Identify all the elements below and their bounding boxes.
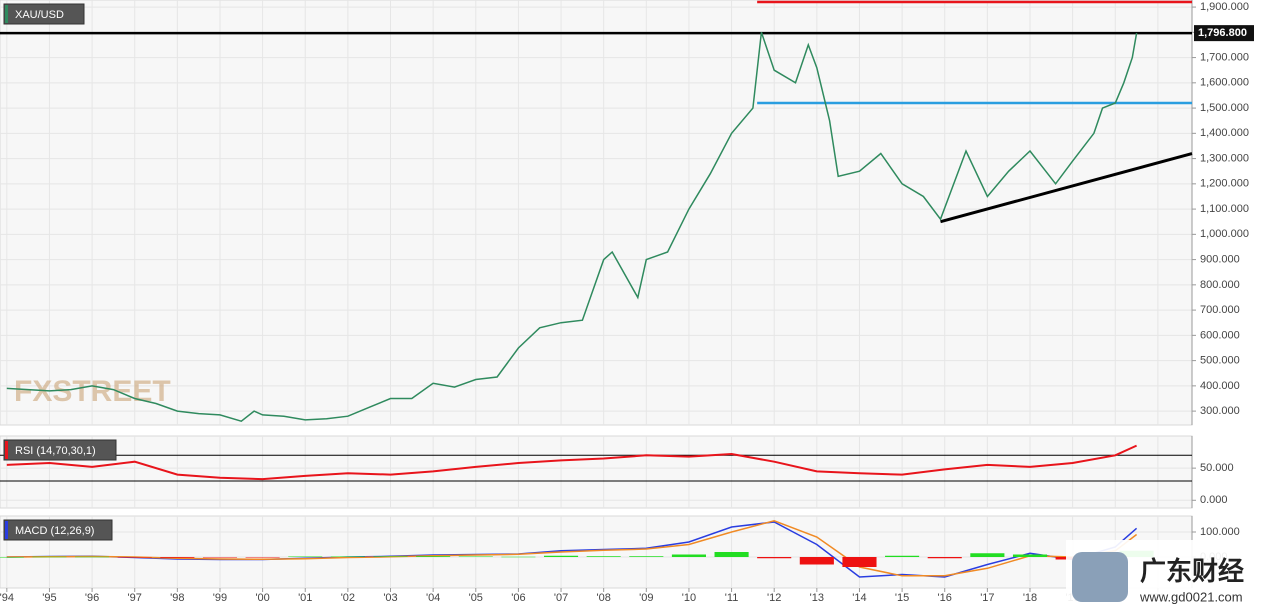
price-label-box	[1194, 25, 1254, 42]
panel-background	[0, 435, 1193, 509]
histogram-bar	[757, 557, 792, 559]
histogram-bar	[885, 555, 920, 557]
logo-url: www.gd0021.com	[1139, 589, 1243, 604]
y-tick-label: 1,600.000	[1200, 77, 1249, 89]
x-tick-label: '00	[255, 592, 269, 604]
histogram-bar	[586, 556, 621, 557]
histogram-bar	[842, 557, 877, 567]
histogram-bar	[373, 556, 408, 557]
logo-name: 广东财经	[1140, 556, 1244, 586]
x-tick-label: '02	[341, 592, 355, 604]
histogram-bar	[288, 556, 323, 557]
y-tick-label: 1,000.000	[1200, 228, 1249, 240]
histogram-bar	[0, 557, 24, 558]
histogram-bar	[245, 557, 280, 558]
y-tick-label: 1,500.000	[1200, 102, 1249, 114]
y-tick-label: 1,400.000	[1200, 127, 1249, 139]
y-tick-label: 100.000	[1200, 526, 1240, 538]
histogram-bar	[458, 556, 493, 557]
logo-icon	[1072, 552, 1128, 602]
x-tick-label: '01	[298, 592, 312, 604]
y-tick-label: 50.000	[1200, 462, 1234, 474]
panel-background	[0, 0, 1193, 426]
y-tick-label: 900.000	[1200, 254, 1240, 266]
x-tick-label: '05	[469, 592, 483, 604]
histogram-bar	[416, 556, 451, 557]
histogram-bar	[714, 552, 749, 557]
x-tick-label: '07	[554, 592, 568, 604]
y-tick-label: 400.000	[1200, 380, 1240, 392]
x-tick-label: '08	[597, 592, 611, 604]
series-line	[6, 444, 1138, 481]
y-tick-label: 500.000	[1200, 355, 1240, 367]
panel-title: XAU/USD	[15, 9, 64, 21]
y-tick-label: 800.000	[1200, 279, 1240, 291]
x-tick-label: '18	[1023, 592, 1037, 604]
y-tick-label: 700.000	[1200, 304, 1240, 316]
x-tick-label: '10	[682, 592, 696, 604]
x-tick-label: '09	[639, 592, 653, 604]
histogram-bar	[671, 554, 706, 557]
title-box	[3, 439, 117, 461]
x-tick-label: '14	[852, 592, 866, 604]
y-tick-label: 1,700.000	[1200, 51, 1249, 63]
x-tick-label: '16	[938, 592, 952, 604]
x-tick-label: '06	[511, 592, 525, 604]
y-tick-label: 1,900.000	[1200, 1, 1249, 13]
title-accent	[5, 441, 8, 459]
y-tick-label: 1,200.000	[1200, 178, 1249, 190]
histogram-bar	[629, 556, 664, 557]
panel-title: RSI (14,70,30,1)	[15, 445, 96, 457]
y-tick-label: 1,100.000	[1200, 203, 1249, 215]
x-tick-label: '95	[42, 592, 56, 604]
histogram-bar	[75, 556, 110, 558]
title-box	[3, 3, 85, 25]
y-tick-label: 300.000	[1200, 405, 1240, 417]
y-tick-label: 600.000	[1200, 329, 1240, 341]
x-tick-label: '99	[213, 592, 227, 604]
title-box	[3, 519, 113, 541]
title-accent	[5, 521, 8, 539]
x-tick-label: '12	[767, 592, 781, 604]
trend-line	[940, 152, 1193, 224]
histogram-bar	[1012, 554, 1048, 557]
x-tick-label: '03	[383, 592, 397, 604]
histogram-bar	[970, 553, 1005, 557]
histogram-bar	[202, 557, 238, 558]
y-tick-label: 0.000	[1200, 494, 1228, 506]
histogram-bar	[799, 557, 834, 565]
histogram-bar	[543, 555, 579, 557]
histogram-bar	[32, 556, 67, 558]
series-line	[6, 520, 1138, 577]
y-tick-label: 1,300.000	[1200, 152, 1249, 164]
price-label: 1,796.800	[1198, 27, 1247, 39]
histogram-bar	[501, 556, 536, 558]
histogram-bar	[117, 557, 152, 558]
x-tick-label: '94	[0, 592, 14, 604]
histogram-bar	[927, 557, 962, 559]
x-tick-label: '17	[980, 592, 994, 604]
watermark: FXSTREET	[14, 375, 171, 408]
x-tick-label: '98	[170, 592, 184, 604]
x-tick-label: '11	[725, 592, 739, 604]
histogram-bar	[160, 557, 195, 558]
x-tick-label: '13	[810, 592, 824, 604]
x-tick-label: '96	[85, 592, 99, 604]
title-accent	[5, 5, 8, 23]
panel-background	[0, 515, 1193, 589]
x-tick-label: '15	[895, 592, 909, 604]
histogram-bar	[330, 556, 365, 557]
x-tick-label: '04	[426, 592, 440, 604]
panel-title: MACD (12,26,9)	[15, 525, 94, 537]
x-tick-label: '97	[128, 592, 142, 604]
series-line	[6, 32, 1138, 423]
